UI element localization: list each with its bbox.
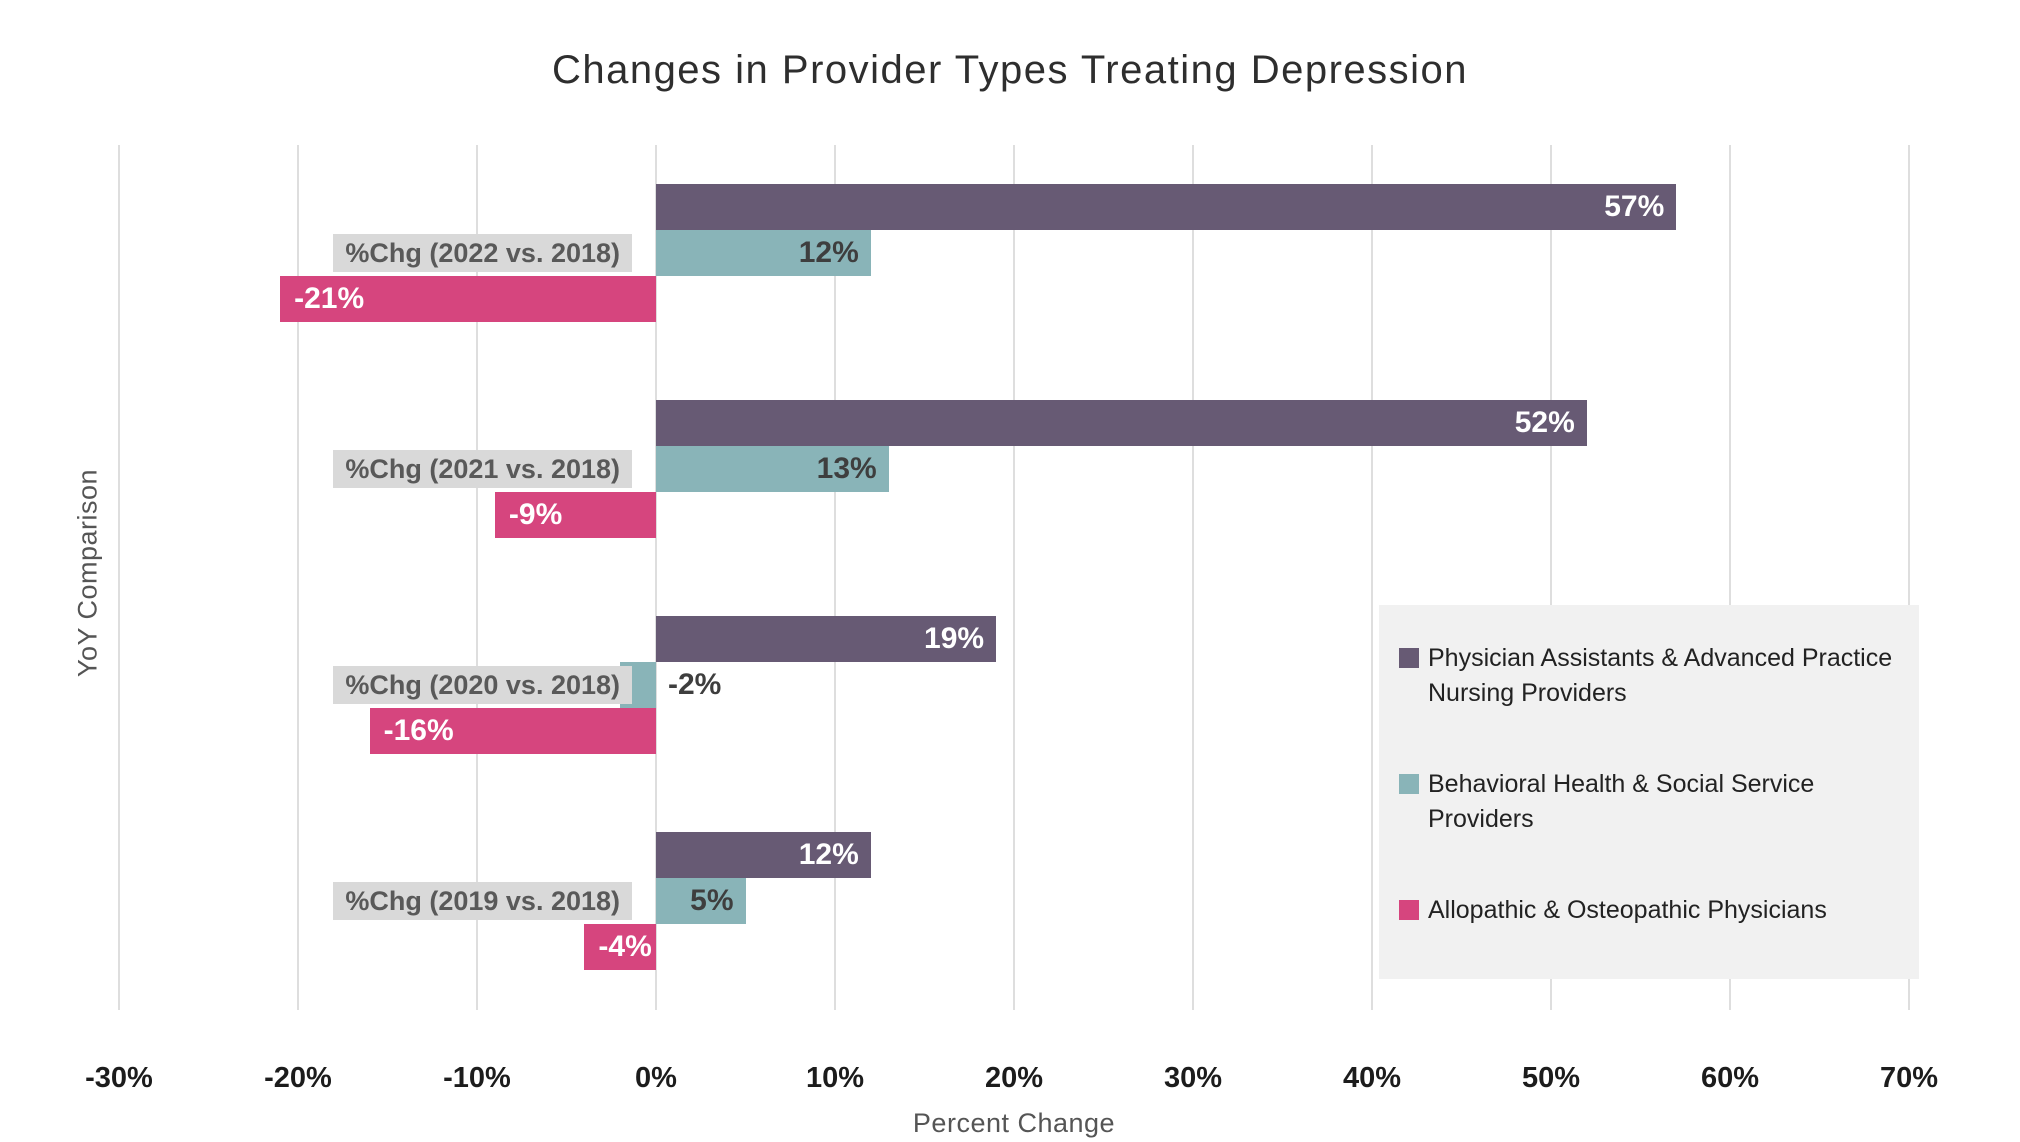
bar	[656, 446, 889, 492]
legend-label: Behavioral Health & Social Service Provi…	[1428, 770, 1815, 833]
bar-value-label: -9%	[508, 498, 563, 531]
legend-swatch-behavioral-health	[1399, 774, 1419, 794]
bar-value-label: 5%	[690, 884, 734, 917]
gridline	[834, 145, 836, 1010]
bar-value-label: -21%	[294, 282, 365, 315]
legend-swatch-physician-assistants	[1399, 648, 1419, 668]
bar-value-label: -4%	[598, 930, 652, 963]
bar	[584, 924, 656, 970]
bar	[656, 832, 871, 878]
gridline	[1013, 145, 1015, 1010]
gridline	[1729, 145, 1731, 1010]
legend: Physician Assistants & Advanced Practice…	[1379, 605, 1919, 979]
gridline	[1371, 145, 1373, 1010]
legend-label: Physician Assistants & Advanced Practice…	[1428, 644, 1893, 707]
bar-value-label: 13%	[816, 452, 877, 485]
y-axis-title: YoY Comparison	[72, 468, 103, 678]
gridline	[297, 145, 299, 1010]
bar-value-label: -16%	[383, 714, 454, 747]
plot-area: 57% 52% 19% 12% 12% 13% -2% 5% -21% -9% -16% -4% %C…	[118, 145, 1910, 1010]
bar-value-label: 12%	[798, 236, 859, 269]
bar	[494, 492, 656, 538]
legend-item: Physician Assistants & Advanced Practice…	[1399, 641, 1903, 711]
gridline	[1192, 145, 1194, 1010]
legend-swatch-allopathic-physicians	[1399, 900, 1419, 920]
bar-value-label: 57%	[1604, 190, 1665, 223]
gridline	[476, 145, 478, 1010]
x-tick-label: 30%	[1163, 1062, 1223, 1094]
gridline	[655, 145, 657, 1010]
x-tick-label: -10%	[443, 1062, 511, 1094]
bar	[280, 276, 656, 322]
category-label: %Chg (2021 vs. 2018)	[333, 450, 632, 488]
x-tick-label: 0%	[635, 1062, 677, 1094]
gridline	[118, 145, 120, 1010]
x-tick-label: 20%	[984, 1062, 1044, 1094]
x-axis-title: Percent Change	[912, 1108, 1116, 1138]
bar-value-label: 12%	[798, 838, 859, 871]
x-tick-label: 50%	[1521, 1062, 1581, 1094]
legend-item: Behavioral Health & Social Service Provi…	[1399, 767, 1903, 837]
bar-value-label: 52%	[1514, 406, 1575, 439]
bar	[656, 184, 1677, 230]
x-tick-label: 10%	[805, 1062, 865, 1094]
category-label: %Chg (2019 vs. 2018)	[333, 882, 632, 920]
category-label: %Chg (2022 vs. 2018)	[333, 234, 632, 272]
bar-value-label: -2%	[668, 668, 722, 701]
legend-item: Allopathic & Osteopathic Physicians	[1399, 893, 1903, 928]
bar-value-label: 19%	[924, 622, 985, 655]
bar	[656, 400, 1587, 446]
bar	[656, 616, 997, 662]
bar	[656, 878, 746, 924]
x-tick-label: -20%	[264, 1062, 332, 1094]
x-tick-label: 40%	[1342, 1062, 1402, 1094]
x-tick-label: 60%	[1700, 1062, 1760, 1094]
gridline	[1550, 145, 1552, 1010]
legend-label: Allopathic & Osteopathic Physicians	[1428, 896, 1827, 924]
x-tick-label: 70%	[1879, 1062, 1939, 1094]
x-tick-label: -30%	[85, 1062, 153, 1094]
chart-title: Changes in Provider Types Treating Depre…	[551, 48, 1469, 92]
category-label: %Chg (2020 vs. 2018)	[333, 666, 632, 704]
bar	[656, 230, 871, 276]
bar	[369, 708, 656, 754]
gridline	[1908, 145, 1910, 1010]
